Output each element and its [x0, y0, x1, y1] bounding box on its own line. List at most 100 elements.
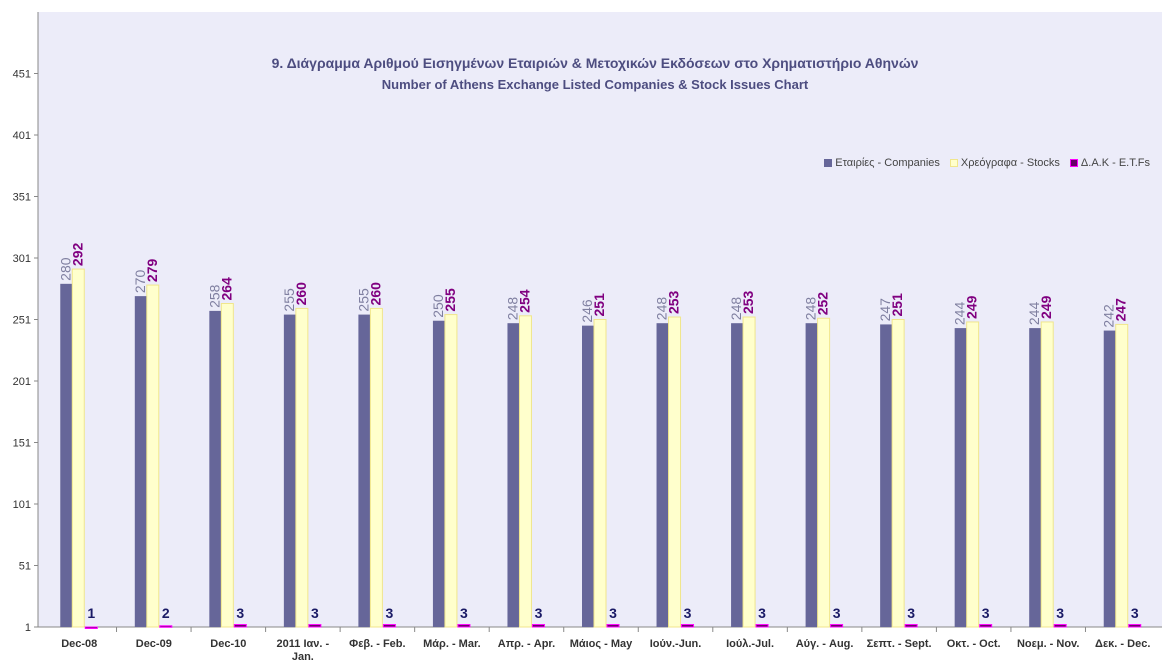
x-tick-label: Dec-08 — [61, 638, 98, 650]
bar — [656, 323, 669, 627]
value-label: 244 — [1026, 302, 1042, 326]
bar — [1115, 323, 1129, 628]
value-label: 3 — [833, 605, 841, 621]
legend-swatch — [949, 159, 958, 167]
value-label: 247 — [1113, 298, 1129, 322]
value-label: 258 — [206, 284, 222, 308]
value-label: 3 — [386, 605, 394, 621]
bar — [1040, 321, 1054, 628]
x-tick-label: Νοεμ. - Nov. — [1016, 638, 1080, 650]
bar — [1103, 330, 1116, 627]
bar — [60, 283, 73, 627]
x-tick-label: Απρ. - Apr. — [497, 638, 556, 650]
bar — [209, 310, 222, 627]
legend-label: Εταιρίες - Companies — [835, 157, 940, 169]
value-label: 246 — [579, 299, 595, 323]
bar — [966, 321, 980, 628]
y-tick-label: 251 — [13, 315, 31, 327]
x-tick-label: Δεκ. - Dec. — [1095, 638, 1151, 650]
legend-swatch — [1069, 159, 1078, 167]
y-tick-label: 451 — [13, 69, 31, 81]
bar — [904, 624, 918, 628]
value-label: 247 — [877, 298, 893, 322]
value-label: 242 — [1101, 304, 1117, 328]
bar — [979, 624, 993, 628]
y-tick-label: 301 — [13, 253, 31, 265]
y-tick-label: 51 — [19, 561, 31, 573]
bar — [308, 624, 322, 628]
y-tick-label: 201 — [13, 376, 31, 388]
value-label: 248 — [504, 297, 520, 321]
value-label: 3 — [311, 605, 319, 621]
x-tick-label: Dec-10 — [210, 638, 247, 650]
value-label: 2 — [162, 605, 170, 621]
value-label: 255 — [442, 288, 458, 312]
value-label: 248 — [803, 297, 819, 321]
bar — [731, 323, 744, 627]
value-label: 250 — [430, 294, 446, 318]
value-label: 3 — [684, 605, 692, 621]
legend-swatch — [824, 159, 833, 167]
y-tick-label: 101 — [13, 499, 31, 511]
bar — [134, 296, 147, 627]
value-label: 249 — [1038, 295, 1054, 319]
value-label: 3 — [460, 605, 468, 621]
legend-item: Χρεόγραφα - Stocks — [949, 157, 1060, 169]
bar — [146, 284, 160, 628]
y-tick-label: 401 — [13, 130, 31, 142]
bar — [283, 314, 296, 627]
y-tick-label: 351 — [13, 192, 31, 204]
bar — [507, 323, 520, 627]
bar — [159, 625, 173, 628]
value-label: 292 — [69, 242, 85, 266]
bar — [220, 303, 234, 628]
value-label: 251 — [889, 293, 905, 317]
bar — [369, 307, 383, 628]
bar — [531, 624, 545, 628]
bar — [457, 624, 471, 628]
value-label: 260 — [293, 282, 309, 306]
value-label: 255 — [281, 288, 297, 312]
value-label: 249 — [964, 295, 980, 319]
value-label: 3 — [1056, 605, 1064, 621]
x-tick-label: Ιούν.-Jun. — [649, 638, 702, 650]
value-label: 248 — [654, 297, 670, 321]
x-tick-label: Αύγ. - Aug. — [795, 638, 854, 650]
bar — [582, 325, 594, 627]
value-label: 270 — [132, 270, 148, 294]
y-tick-label: 1 — [25, 622, 31, 634]
legend-label: Χρεόγραφα - Stocks — [960, 157, 1060, 169]
value-label: 244 — [952, 302, 968, 326]
bar — [382, 624, 396, 628]
x-tick-label: Μάρ. - Mar. — [423, 638, 481, 650]
value-label: 248 — [728, 297, 744, 321]
value-label: 3 — [609, 605, 617, 621]
y-tick-label: 151 — [13, 438, 31, 450]
x-tick-label: Μάιος - May — [569, 638, 633, 650]
x-tick-label: Φεβ. - Feb. — [349, 638, 406, 650]
bar — [755, 624, 769, 628]
bar — [742, 316, 756, 628]
value-label: 3 — [907, 605, 915, 621]
value-label: 3 — [535, 605, 543, 621]
legend-item: Εταιρίες - Companies — [824, 157, 940, 169]
bar — [606, 624, 620, 628]
value-label: 280 — [57, 257, 73, 281]
bar — [830, 624, 844, 628]
value-label: 279 — [144, 258, 160, 282]
value-label: 253 — [740, 290, 756, 314]
bar — [668, 316, 682, 628]
legend-item: Δ.Α.Κ - E.T.Fs — [1069, 157, 1150, 169]
value-label: 3 — [758, 605, 766, 621]
value-label: 253 — [666, 290, 682, 314]
value-label: 260 — [367, 282, 383, 306]
chart-title: 9. Διάγραμμα Αριθμού Εισηγμένων Εταιριών… — [272, 55, 919, 71]
value-label: 254 — [516, 289, 532, 313]
bar — [84, 626, 98, 629]
bar — [681, 624, 695, 628]
value-label: 252 — [815, 292, 831, 316]
bar — [233, 624, 247, 628]
value-label: 255 — [355, 288, 371, 312]
